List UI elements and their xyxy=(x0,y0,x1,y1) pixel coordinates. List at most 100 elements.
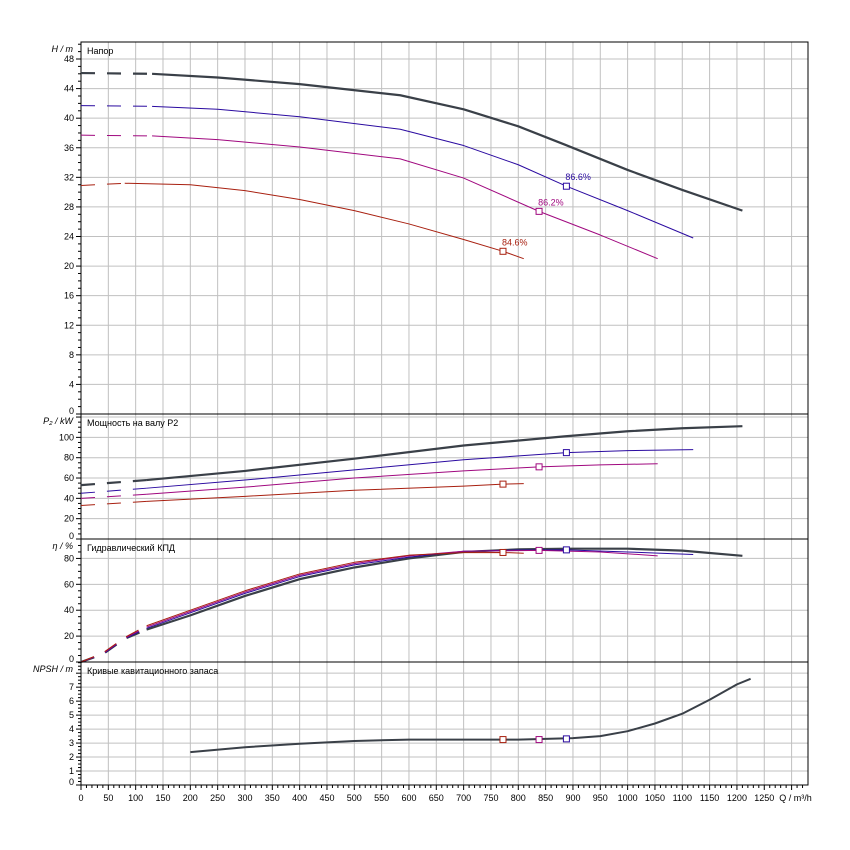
y-tick-label: 24 xyxy=(64,232,74,242)
y-tick-label: 60 xyxy=(64,579,74,589)
y-tick-label: 20 xyxy=(64,514,74,524)
panel-title: Кривые кавитационного запаса xyxy=(87,666,218,676)
y-tick-label: 6 xyxy=(69,696,74,706)
series-line xyxy=(152,135,658,260)
operating-point-marker xyxy=(535,546,543,554)
y-tick-label: 4 xyxy=(69,724,74,734)
x-tick-label: 1150 xyxy=(700,793,719,803)
x-tick-label: 800 xyxy=(511,793,526,803)
operating-point-marker xyxy=(499,548,507,556)
y-axis-label: NPSH / m xyxy=(33,664,74,674)
y-tick-label: 80 xyxy=(64,553,74,563)
x-tick-label: 250 xyxy=(210,793,225,803)
operating-point-marker xyxy=(499,736,507,744)
x-tick-label: 750 xyxy=(483,793,498,803)
y-tick-label: 12 xyxy=(64,320,74,330)
panel-title: Напор xyxy=(87,46,113,56)
operating-point-marker xyxy=(562,735,570,743)
series-line-dashed xyxy=(80,493,147,499)
x-tick-label: 700 xyxy=(456,793,471,803)
y-tick-label: 7 xyxy=(69,682,74,692)
x-axis-label: Q / m³/h xyxy=(779,793,812,803)
y-tick-label: 48 xyxy=(64,54,74,64)
x-tick-label: 0 xyxy=(78,793,83,803)
y-tick-label: 40 xyxy=(64,493,74,503)
x-tick-label: 600 xyxy=(401,793,416,803)
y-tick-label: 32 xyxy=(64,172,74,182)
y-tick-label: 16 xyxy=(64,291,74,301)
y-axis-label: η / % xyxy=(52,541,73,551)
x-tick-label: 1200 xyxy=(727,793,747,803)
series-line-dashed xyxy=(80,182,125,186)
x-tick-label: 300 xyxy=(237,793,252,803)
x-tick-label: 950 xyxy=(593,793,608,803)
panel-npsh: 01 2 3 4 5 6 7 NPSH / m Кривые кавитационного за… xyxy=(33,661,809,787)
operating-point-marker xyxy=(499,480,507,488)
x-tick-label: 650 xyxy=(429,793,444,803)
y-tick-label: 0 xyxy=(69,406,74,416)
y-tick-label: 36 xyxy=(64,143,74,153)
operating-point-marker xyxy=(562,182,570,190)
x-tick-label: 1050 xyxy=(645,793,665,803)
x-tick-label: 350 xyxy=(265,793,280,803)
y-axis-label: H / m xyxy=(52,44,74,54)
panel-frame xyxy=(80,661,809,786)
y-tick-label: 2 xyxy=(69,752,74,762)
y-tick-label: 60 xyxy=(64,473,74,483)
operating-point-marker xyxy=(562,449,570,457)
y-tick-label: 1 xyxy=(69,766,74,776)
series-line xyxy=(146,551,524,627)
y-tick-label: 20 xyxy=(64,261,74,271)
series-line xyxy=(146,549,694,629)
series-line-dashed xyxy=(80,500,147,506)
series-line-dashed xyxy=(80,626,147,663)
series-line-dashed xyxy=(80,487,147,494)
y-tick-label: 0 xyxy=(69,777,74,787)
operating-point-marker xyxy=(535,207,543,215)
series-line xyxy=(151,72,743,212)
y-tick-label: 40 xyxy=(64,605,74,615)
y-tick-label: 8 xyxy=(69,350,74,360)
x-tick-label: 1000 xyxy=(618,793,638,803)
y-tick-label: 100 xyxy=(59,432,74,442)
y-tick-label: 5 xyxy=(69,710,74,720)
x-tick-label: 550 xyxy=(374,793,389,803)
efficiency-label: 84.6% xyxy=(502,237,528,247)
series-line xyxy=(146,547,743,631)
x-tick-label: 500 xyxy=(347,793,362,803)
series-line-dashed xyxy=(80,134,153,137)
series-line xyxy=(146,463,658,495)
y-tick-label: 20 xyxy=(64,631,74,641)
y-tick-label: 3 xyxy=(69,738,74,748)
y-tick-label: 28 xyxy=(64,202,74,212)
x-tick-label: 450 xyxy=(319,793,334,803)
y-tick-label: 44 xyxy=(64,84,74,94)
operating-point-marker xyxy=(562,546,570,554)
x-tick-label: 150 xyxy=(155,793,170,803)
operating-point-marker xyxy=(535,736,543,744)
x-tick-label: 200 xyxy=(183,793,198,803)
panel-title: Гидравлический КПД xyxy=(87,543,175,553)
y-tick-label: 0 xyxy=(69,531,74,541)
series-line-dashed xyxy=(80,478,147,487)
y-tick-label: 40 xyxy=(64,113,74,123)
efficiency-label: 86.2% xyxy=(538,197,564,207)
x-tick-label: 850 xyxy=(538,793,553,803)
y-axis-label: P₂ / kW xyxy=(43,416,74,426)
operating-point-marker xyxy=(499,247,507,255)
x-tick-label: 50 xyxy=(103,793,113,803)
series-line xyxy=(146,425,743,482)
series-line xyxy=(190,677,751,754)
series-line-dashed xyxy=(80,71,153,75)
operating-point-marker xyxy=(535,463,543,471)
series-line xyxy=(152,105,694,239)
panel-efficiency: 0 20 40 60 80 η / % Гидравлический КПД xyxy=(52,538,809,664)
x-tick-label: 900 xyxy=(565,793,580,803)
x-tick-label: 1100 xyxy=(673,793,692,803)
y-tick-label: 80 xyxy=(64,453,74,463)
series-line xyxy=(146,449,694,489)
series-line-dashed xyxy=(80,625,147,663)
series-line xyxy=(124,182,524,260)
